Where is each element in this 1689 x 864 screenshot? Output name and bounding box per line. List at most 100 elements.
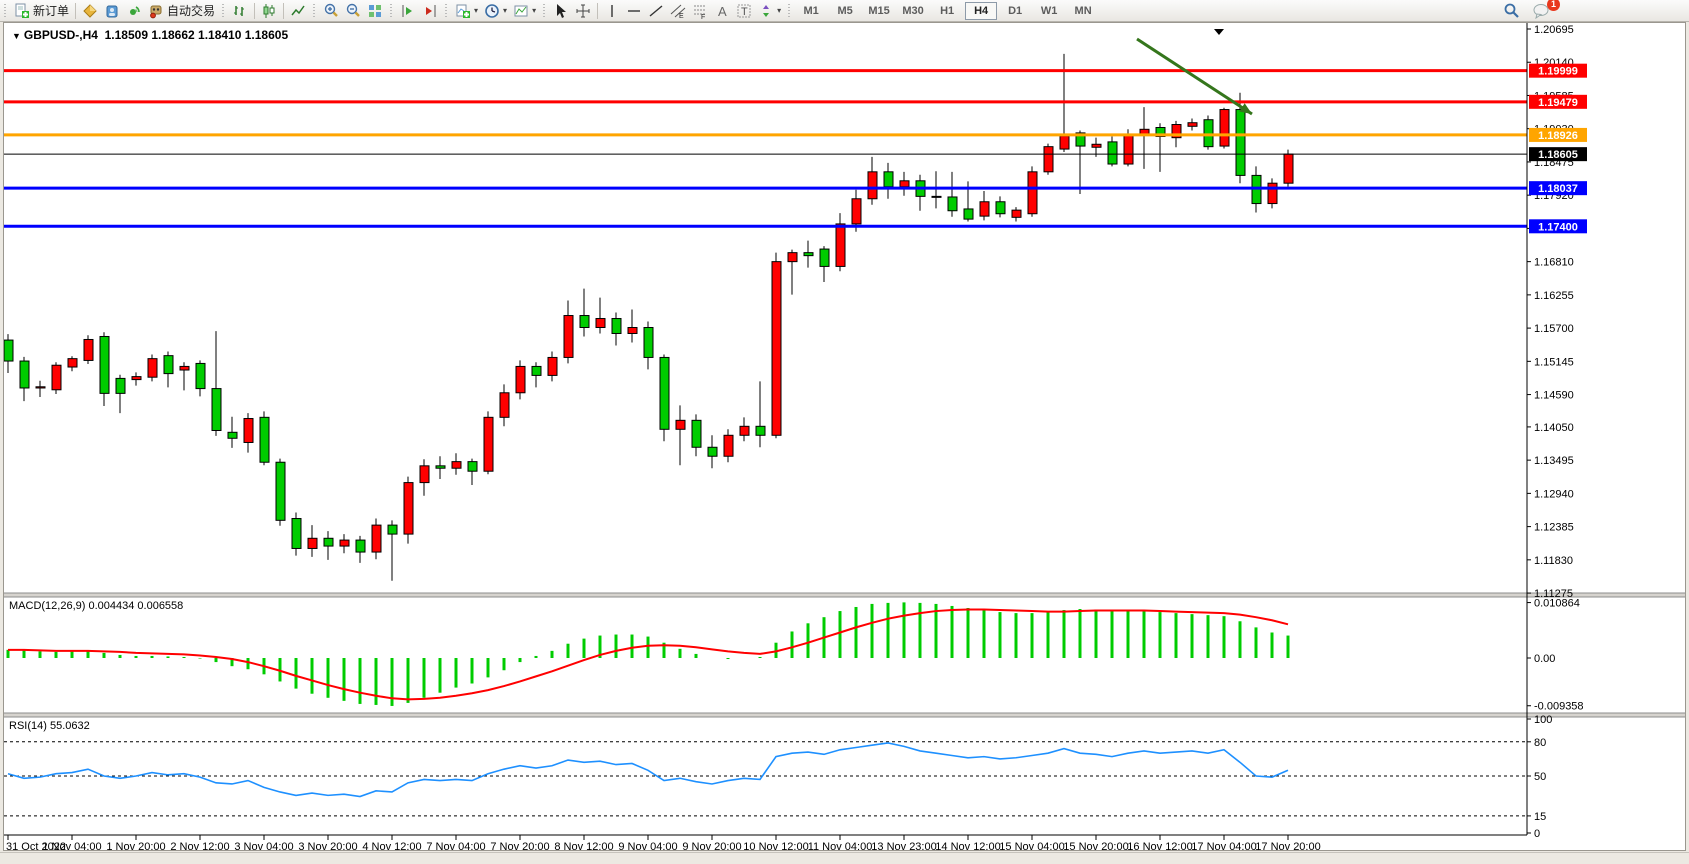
crosshair-button[interactable] xyxy=(572,2,594,20)
chart-shift-button[interactable] xyxy=(397,2,419,20)
new-order-label: 新订单 xyxy=(33,4,70,18)
community-button[interactable] xyxy=(101,2,123,20)
toolbar-separator xyxy=(597,2,599,19)
auto-scroll-button[interactable] xyxy=(419,2,441,20)
toolbar-grip xyxy=(786,2,794,19)
svg-text:1.14590: 1.14590 xyxy=(1534,390,1574,402)
candlestick-button[interactable] xyxy=(258,2,280,20)
svg-text:8 Nov 12:00: 8 Nov 12:00 xyxy=(554,841,613,850)
timeframe-button-d1[interactable]: D1 xyxy=(1008,4,1023,17)
auto-trading-button[interactable]: 自动交易 xyxy=(145,2,218,20)
svg-text:9 Nov 04:00: 9 Nov 04:00 xyxy=(618,841,677,850)
svg-text:10 Nov 12:00: 10 Nov 12:00 xyxy=(743,841,808,850)
svg-text:0.010864: 0.010864 xyxy=(1534,598,1580,610)
chart-ohlc-values: 1.18509 1.18662 1.18410 1.18605 xyxy=(104,28,289,42)
new-order-button[interactable]: 新订单 xyxy=(11,2,72,20)
svg-text:7 Nov 20:00: 7 Nov 20:00 xyxy=(490,841,549,850)
zoom-out-button[interactable] xyxy=(342,2,364,20)
svg-text:0.00: 0.00 xyxy=(1534,653,1555,665)
timeframe-button-m30[interactable]: M30 xyxy=(902,4,924,17)
chart-canvas[interactable]: 1.206951.201401.195851.190301.184751.179… xyxy=(4,23,1685,850)
arrows-button[interactable]: ▾ xyxy=(755,2,784,20)
svg-text:1.15145: 1.15145 xyxy=(1534,356,1574,368)
toolbar-separator xyxy=(283,2,285,19)
dropdown-arrow-icon: ▾ xyxy=(474,6,479,15)
svg-text:100: 100 xyxy=(1534,714,1552,726)
line-chart-icon xyxy=(290,3,306,19)
indicators-button[interactable]: ▾ xyxy=(452,2,481,20)
timeframe-button-m15[interactable]: M15 xyxy=(868,4,890,17)
svg-text:7 Nov 04:00: 7 Nov 04:00 xyxy=(426,841,485,850)
bar-chart-icon xyxy=(232,3,248,19)
svg-text:15 Nov 04:00: 15 Nov 04:00 xyxy=(999,841,1064,850)
timeframe-button-h4[interactable]: H4 xyxy=(965,1,998,20)
timeframe-button-w1[interactable]: W1 xyxy=(1040,4,1058,17)
status-bar xyxy=(0,852,1689,864)
line-chart-button[interactable] xyxy=(287,2,309,20)
text-label-icon: T xyxy=(736,3,752,19)
rsi-indicator-label: RSI(14) 55.0632 xyxy=(9,720,90,732)
trendline-button[interactable] xyxy=(645,2,667,20)
dropdown-arrow-icon: ▾ xyxy=(532,6,537,15)
arrows-icon xyxy=(758,3,774,19)
chat-button[interactable]: 1 xyxy=(1529,0,1560,20)
dropdown-arrow-icon: ▾ xyxy=(777,6,782,15)
cursor-button[interactable] xyxy=(550,2,572,20)
svg-text:1.16255: 1.16255 xyxy=(1534,290,1574,302)
chart-frame: 1.206951.201401.195851.190301.184751.179… xyxy=(3,22,1686,851)
new-order-icon xyxy=(14,3,30,19)
svg-text:3 Nov 04:00: 3 Nov 04:00 xyxy=(234,841,293,850)
timeframe-button-m5[interactable]: M5 xyxy=(837,4,853,17)
toolbar-separator xyxy=(254,2,256,19)
equidistant-channel-button[interactable]: E xyxy=(667,2,689,20)
svg-text:16 Nov 12:00: 16 Nov 12:00 xyxy=(1127,841,1192,850)
templates-button[interactable]: ▾ xyxy=(510,2,539,20)
dropdown-arrow-icon: ▾ xyxy=(503,6,508,15)
svg-text:A: A xyxy=(718,4,727,19)
svg-text:9 Nov 20:00: 9 Nov 20:00 xyxy=(682,841,741,850)
horizontal-line-button[interactable] xyxy=(623,2,645,20)
zoom-in-icon xyxy=(323,3,339,19)
svg-text:14 Nov 12:00: 14 Nov 12:00 xyxy=(935,841,1000,850)
svg-text:17 Nov 20:00: 17 Nov 20:00 xyxy=(1255,841,1320,850)
svg-text:1 Nov 20:00: 1 Nov 20:00 xyxy=(106,841,165,850)
collapse-triangle-icon[interactable]: ▼ xyxy=(12,31,21,41)
toolbar-grip xyxy=(2,2,9,19)
text-button[interactable]: A xyxy=(711,2,733,20)
tile-windows-button[interactable] xyxy=(364,2,386,20)
timeframe-button-h1[interactable]: H1 xyxy=(940,4,955,17)
toolbar: 新订单 xyxy=(0,0,1689,22)
signals-icon xyxy=(126,3,142,19)
market-button[interactable] xyxy=(79,2,101,20)
zoom-in-button[interactable] xyxy=(320,2,342,20)
toolbar-grip xyxy=(443,2,451,19)
fibonacci-icon: F xyxy=(692,3,708,19)
signals-button[interactable] xyxy=(123,2,145,20)
notification-badge: 1 xyxy=(1547,0,1560,11)
bar-chart-button[interactable] xyxy=(229,2,251,20)
horizontal-line-icon xyxy=(626,3,642,19)
vertical-line-button[interactable] xyxy=(601,2,623,20)
community-icon xyxy=(104,3,120,19)
text-label-button[interactable]: T xyxy=(733,2,755,20)
svg-text:1.12940: 1.12940 xyxy=(1534,488,1574,500)
svg-text:80: 80 xyxy=(1534,737,1546,749)
svg-text:50: 50 xyxy=(1534,771,1546,783)
chat-icon xyxy=(1532,3,1550,19)
svg-text:-0.009358: -0.009358 xyxy=(1534,701,1584,713)
timeframe-button-m1[interactable]: M1 xyxy=(803,4,819,17)
periods-button[interactable]: ▾ xyxy=(481,2,510,20)
svg-text:13 Nov 23:00: 13 Nov 23:00 xyxy=(871,841,936,850)
svg-text:1.17400: 1.17400 xyxy=(1538,221,1578,233)
svg-text:E: E xyxy=(679,13,684,19)
indicators-icon xyxy=(455,3,471,19)
timeframe-button-mn[interactable]: MN xyxy=(1074,4,1092,17)
fibonacci-button[interactable]: F xyxy=(689,2,711,20)
search-button[interactable] xyxy=(1500,2,1523,20)
toolbar-grip xyxy=(220,2,228,19)
toolbar-grip xyxy=(388,2,396,19)
tile-windows-icon xyxy=(367,3,383,19)
chart-shift-icon xyxy=(400,3,416,19)
templates-icon xyxy=(513,3,529,19)
vertical-line-icon xyxy=(604,3,620,19)
